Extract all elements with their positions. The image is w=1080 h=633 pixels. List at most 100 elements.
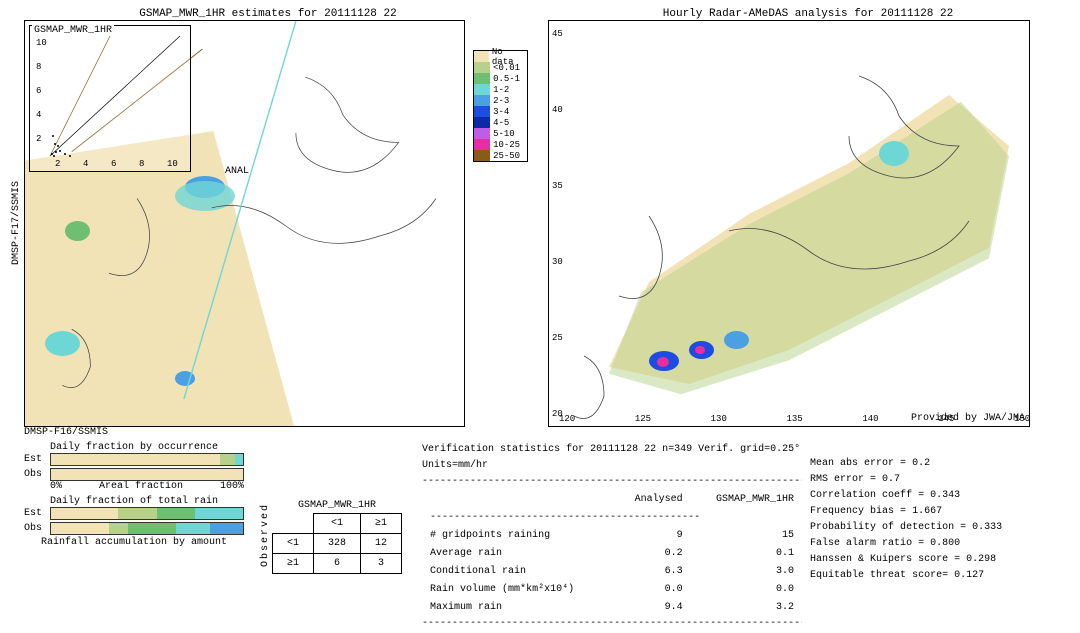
inset-ytick: 2 (36, 134, 41, 144)
legend-label: 0.5-1 (490, 74, 520, 84)
legend-label: 5-10 (490, 129, 515, 139)
est-label: Est (24, 508, 46, 519)
observed-label: Observed (260, 503, 271, 567)
legend-swatch (474, 95, 490, 106)
score-line: RMS error = 0.7 (810, 472, 1002, 488)
verif-table: AnalysedGSMAP_MWR_1HR ------------------… (422, 490, 802, 618)
row-ge: ≥1 (273, 554, 314, 574)
axis-label: Areal fraction (99, 481, 183, 492)
inset-xtick: 2 (55, 159, 60, 169)
fraction-bars: Daily fraction by occurrence Est Obs 0% … (24, 442, 244, 632)
contingency-title: GSMAP_MWR_1HR (272, 500, 402, 511)
top-row: GSMAP_MWR_1HR estimates for 20111128 22 … (8, 8, 1072, 438)
inset-ytick: 6 (36, 86, 41, 96)
legend-swatch (474, 73, 490, 84)
legend-row: 1-2 (474, 84, 527, 95)
bar-obs-occurrence (50, 468, 244, 481)
score-line: Mean abs error = 0.2 (810, 456, 1002, 472)
axis-100: 100% (220, 481, 244, 492)
inset-ytick: 8 (36, 62, 41, 72)
right-map-group: Hourly Radar-AMeDAS analysis for 2011112… (548, 8, 1068, 438)
bar-segment (118, 508, 156, 519)
legend-label: 25-50 (490, 151, 520, 161)
legend-swatch (474, 62, 490, 73)
colorbar-legend: No data<0.010.5-11-22-33-44-55-1010-2525… (473, 50, 528, 427)
table-row: Maximum rain9.43.2 (424, 600, 800, 616)
legend-row: 2-3 (474, 95, 527, 106)
legend-row: 4-5 (474, 117, 527, 128)
stat-name: Maximum rain (424, 600, 614, 616)
bar-segment (157, 508, 195, 519)
col-lt: <1 (314, 514, 361, 534)
legend-swatch (474, 150, 490, 161)
legend-row: 0.5-1 (474, 73, 527, 84)
score-line: Correlation coeff = 0.343 (810, 488, 1002, 504)
anal-label: ANAL (225, 166, 249, 177)
score-line: Hanssen & Kuipers score = 0.298 (810, 552, 1002, 568)
bar-segment (51, 508, 118, 519)
legend-row: 5-10 (474, 128, 527, 139)
legend-swatch (474, 106, 490, 117)
lat-tick: 45 (552, 29, 563, 39)
inset-ytick: 10 (36, 38, 47, 48)
obs-label: Obs (24, 469, 46, 480)
stat-estimate: 0.0 (691, 582, 800, 598)
bar-est-occurrence (50, 453, 244, 466)
stat-analysed: 6.3 (616, 564, 689, 580)
lon-tick: 140 (862, 414, 878, 424)
stat-analysed: 0.0 (616, 582, 689, 598)
table-row: # gridpoints raining915 (424, 528, 800, 544)
coastlines-right (549, 21, 1029, 426)
cell-d: 3 (361, 554, 402, 574)
lon-tick: 125 (635, 414, 651, 424)
inset-xtick: 8 (139, 159, 144, 169)
bar-segment (176, 523, 211, 534)
inset-scatter: GSMAP_MWR_1HR 108642 246810 (29, 25, 191, 172)
stat-estimate: 15 (691, 528, 800, 544)
score-line: Probability of detection = 0.333 (810, 520, 1002, 536)
occurrence-title: Daily fraction by occurrence (24, 442, 244, 453)
cell-a: 328 (314, 534, 361, 554)
legend-label: 10-25 (490, 140, 520, 150)
legend-swatch (474, 128, 490, 139)
lon-tick: 130 (711, 414, 727, 424)
bar-segment (51, 523, 109, 534)
lon-tick: 135 (787, 414, 803, 424)
lat-tick: 40 (552, 105, 563, 115)
contingency-table: <1≥1 <132812 ≥163 (272, 513, 402, 574)
legend-swatch (474, 139, 490, 150)
bar-segment (51, 469, 243, 480)
left-map-title: GSMAP_MWR_1HR estimates for 20111128 22 (8, 8, 528, 20)
stat-analysed: 0.2 (616, 546, 689, 562)
stat-estimate: 0.1 (691, 546, 800, 562)
legend-row: No data (474, 51, 527, 62)
score-line: False alarm ratio = 0.800 (810, 536, 1002, 552)
bar-segment (220, 454, 235, 465)
left-y-label: DMSP-F17/SSMIS (11, 181, 22, 265)
bar-est-total (50, 507, 244, 520)
score-line: Frequency bias = 1.667 (810, 504, 1002, 520)
legend-row: 10-25 (474, 139, 527, 150)
axis-0: 0% (50, 481, 62, 492)
stat-estimate: 3.0 (691, 564, 800, 580)
legend-swatch (474, 51, 489, 62)
divider: ----------------------------------------… (422, 474, 802, 490)
inset-ytick: 4 (36, 110, 41, 120)
verif-table-group: Verification statistics for 20111128 22 … (422, 442, 802, 632)
lat-tick: 35 (552, 181, 563, 191)
accum-title: Rainfall accumulation by amount (24, 537, 244, 548)
legend-label: 2-3 (490, 96, 509, 106)
legend-label: <0.01 (490, 63, 520, 73)
divider: ----------------------------------------… (422, 616, 802, 632)
col-estimate: GSMAP_MWR_1HR (691, 492, 800, 508)
bar-segment (109, 523, 128, 534)
total-title: Daily fraction of total rain (24, 496, 244, 507)
stat-estimate: 3.2 (691, 600, 800, 616)
bar-segment (235, 454, 243, 465)
bar-obs-total (50, 522, 244, 535)
table-row: Rain volume (mm*km²x10⁴)0.00.0 (424, 582, 800, 598)
stat-name: Rain volume (mm*km²x10⁴) (424, 582, 614, 598)
left-bottom-label: DMSP-F16/SSMIS (24, 427, 528, 438)
est-label: Est (24, 454, 46, 465)
legend-swatch (474, 117, 490, 128)
